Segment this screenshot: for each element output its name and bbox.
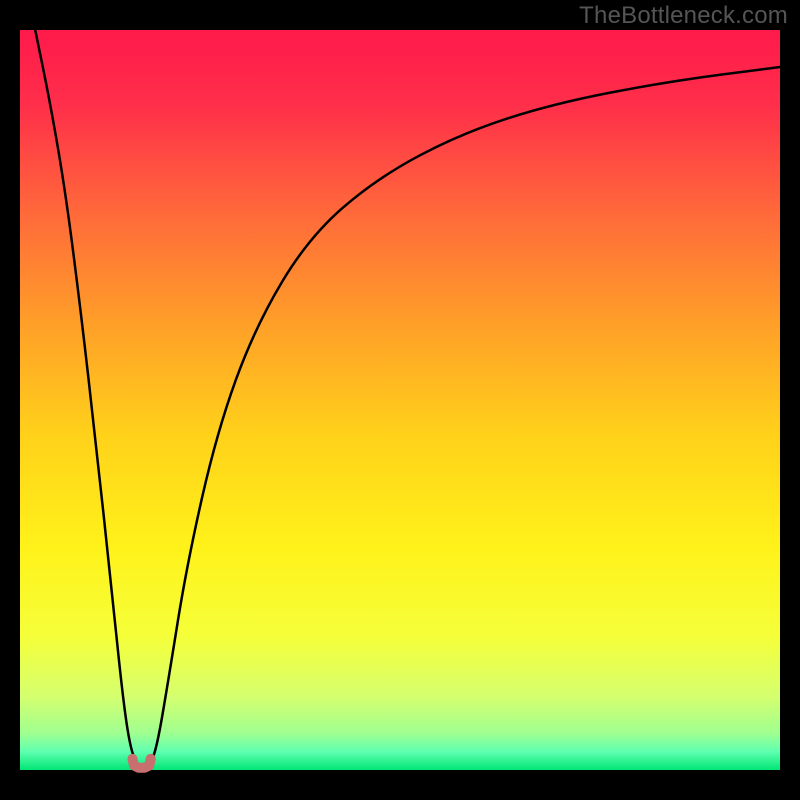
bottleneck-curve-chart	[0, 0, 800, 800]
valley-marker-end-1	[146, 754, 156, 764]
chart-background	[20, 30, 780, 770]
watermark-text: TheBottleneck.com	[579, 2, 788, 30]
valley-marker-end-0	[127, 754, 137, 764]
chart-container: TheBottleneck.com	[0, 0, 800, 800]
